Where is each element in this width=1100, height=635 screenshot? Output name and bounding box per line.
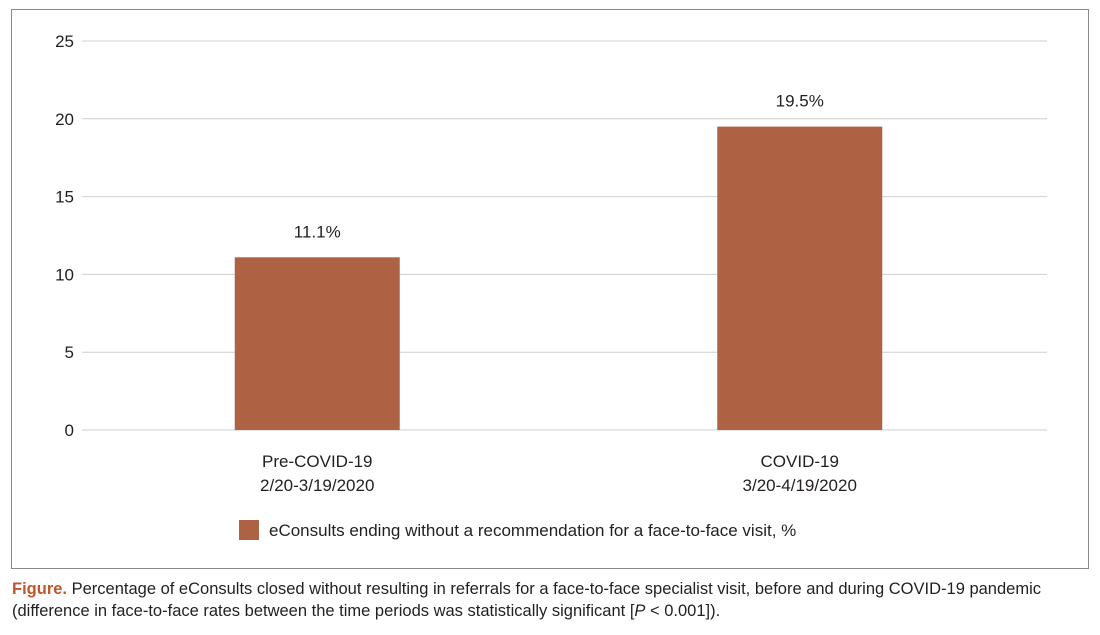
bars: [234, 126, 883, 430]
caption-text-part-1: Percentage of eConsults closed without r…: [12, 580, 1041, 620]
y-tick-label: 15: [55, 188, 74, 207]
bar: [234, 257, 400, 430]
figure-caption: Figure. Percentage of eConsults closed w…: [12, 578, 1088, 622]
x-axis-category-labels: Pre-COVID-19 2/20-3/19/2020 COVID-19 3/20-4…: [260, 452, 857, 495]
caption-p-symbol: P: [634, 602, 646, 620]
bar: [717, 126, 883, 430]
x-tick-label: COVID-19: [761, 452, 839, 471]
y-tick-label: 25: [55, 32, 74, 51]
caption-text-part-2: < 0.001]).: [645, 602, 721, 620]
data-labels: 11.1% 19.5%: [294, 92, 824, 242]
data-label: 11.1%: [294, 222, 341, 241]
bar-chart: 0 5 10 15 20 25 11.1% 19.5% Pre-COVID-19 2/20-3…: [55, 32, 1047, 540]
y-tick-label: 0: [65, 421, 74, 440]
data-label: 19.5%: [776, 92, 824, 111]
x-tick-label: Pre-COVID-19: [262, 452, 373, 471]
caption-label: Figure.: [12, 580, 68, 598]
y-tick-label: 5: [65, 343, 74, 362]
chart-frame: 0 5 10 15 20 25 11.1% 19.5% Pre-COVID-19 2/20-3…: [11, 9, 1089, 569]
y-tick-label: 20: [55, 110, 74, 129]
y-axis-tick-labels: 0 5 10 15 20 25: [55, 32, 74, 440]
gridlines: [82, 40, 1047, 431]
x-tick-label: 2/20-3/19/2020: [260, 476, 374, 495]
legend: eConsults ending without a recommendatio…: [239, 520, 796, 540]
y-tick-label: 10: [55, 265, 74, 284]
legend-label: eConsults ending without a recommendatio…: [269, 521, 796, 540]
legend-swatch: [239, 520, 259, 540]
x-tick-label: 3/20-4/19/2020: [743, 476, 857, 495]
